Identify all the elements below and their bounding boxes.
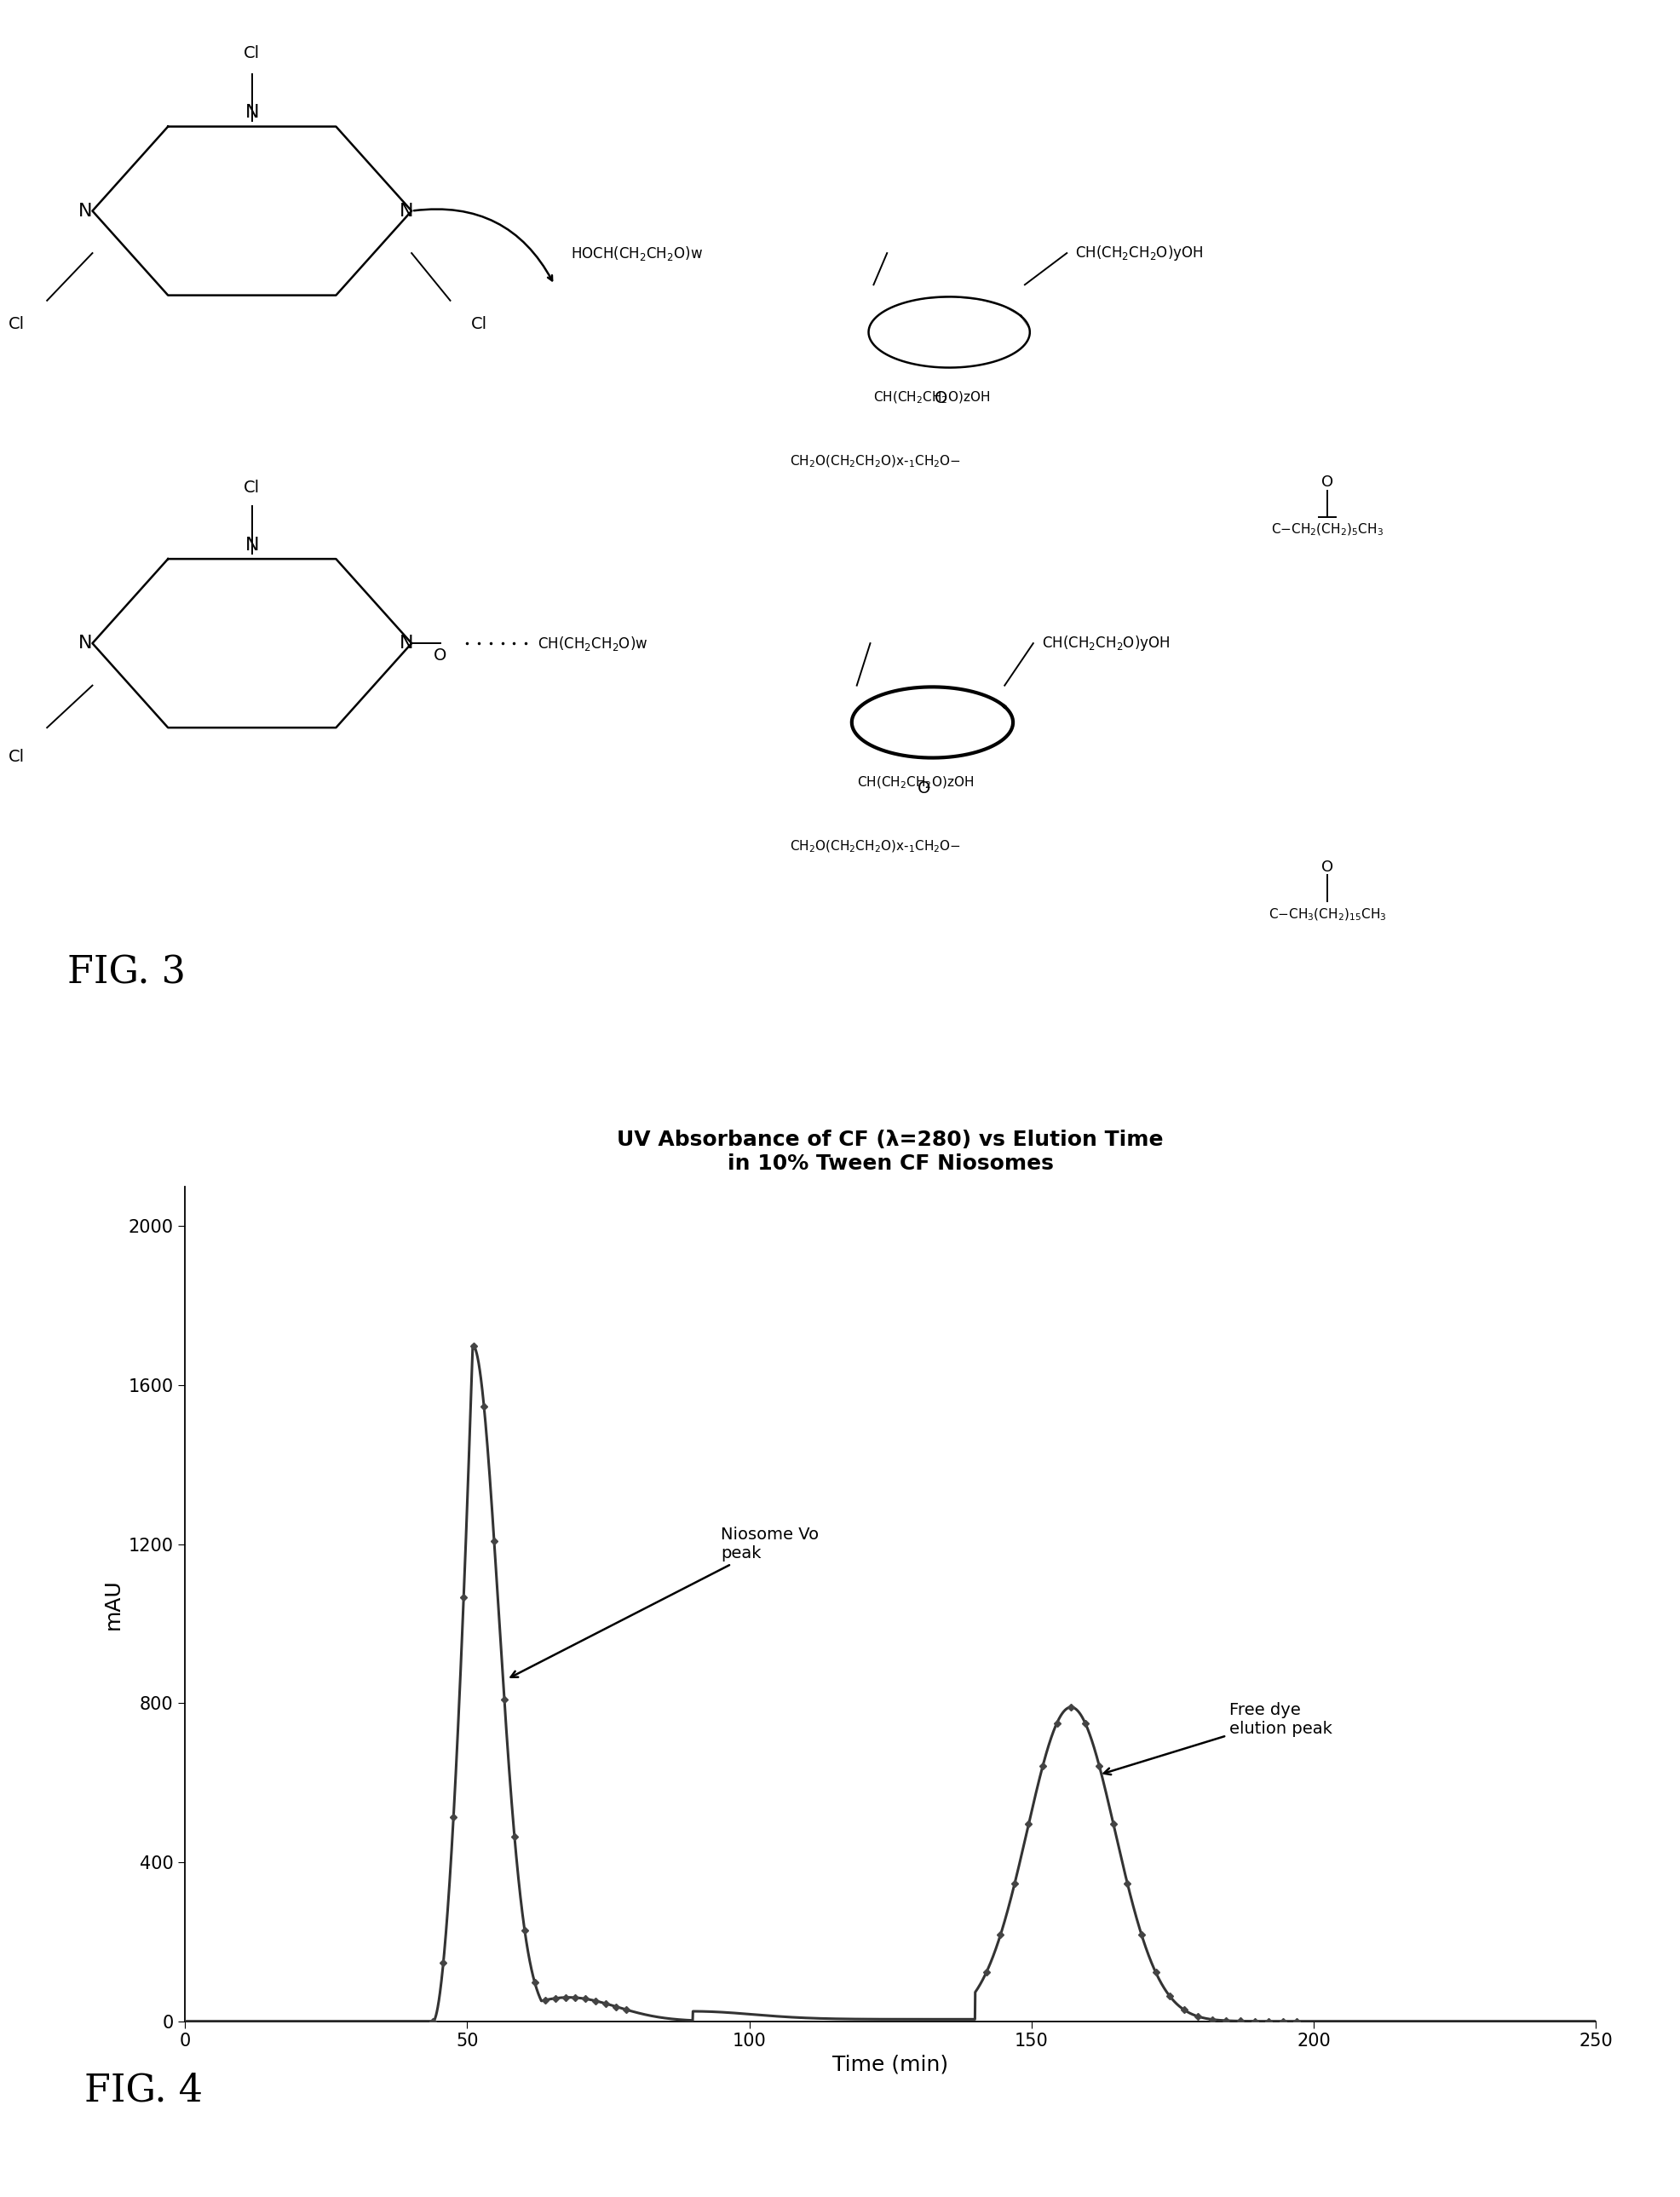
Y-axis label: mAU: mAU	[102, 1577, 124, 1630]
Text: Cl: Cl	[244, 479, 260, 497]
Text: O: O	[917, 780, 931, 798]
Text: N: N	[79, 202, 92, 220]
Text: FIG. 3: FIG. 3	[67, 953, 185, 991]
Text: CH(CH$_2$CH$_2$O)zOH: CH(CH$_2$CH$_2$O)zOH	[857, 776, 973, 791]
Text: N: N	[400, 202, 413, 220]
Text: Niosome Vo
peak: Niosome Vo peak	[511, 1527, 820, 1676]
Text: C$-$CH$_2$(CH$_2$)$_5$CH$_3$: C$-$CH$_2$(CH$_2$)$_5$CH$_3$	[1272, 523, 1383, 538]
Text: O: O	[433, 648, 447, 663]
Text: CH(CH$_2$CH$_2$O)yOH: CH(CH$_2$CH$_2$O)yOH	[1042, 635, 1169, 653]
Text: Free dye
elution peak: Free dye elution peak	[1104, 1703, 1332, 1775]
Text: Cl: Cl	[470, 316, 487, 332]
Text: C$-$CH$_3$(CH$_2$)$_{15}$CH$_3$: C$-$CH$_3$(CH$_2$)$_{15}$CH$_3$	[1268, 907, 1386, 923]
Text: N: N	[245, 536, 259, 554]
Text: HOCH(CH$_2$CH$_2$O)w: HOCH(CH$_2$CH$_2$O)w	[571, 244, 704, 261]
X-axis label: Time (min): Time (min)	[832, 2054, 949, 2074]
Text: CH(CH$_2$CH$_2$O)zOH: CH(CH$_2$CH$_2$O)zOH	[874, 391, 990, 406]
Text: O: O	[1320, 475, 1334, 490]
Text: FIG. 4: FIG. 4	[84, 2072, 202, 2109]
Text: Cl: Cl	[8, 316, 25, 332]
Text: N: N	[245, 103, 259, 121]
Text: O: O	[1320, 859, 1334, 874]
Text: CH$_2$O(CH$_2$CH$_2$O)x-$_1$CH$_2$O$-$: CH$_2$O(CH$_2$CH$_2$O)x-$_1$CH$_2$O$-$	[790, 839, 961, 855]
Text: Cl: Cl	[8, 749, 25, 765]
Title: UV Absorbance of CF (λ=280) vs Elution Time
in 10% Tween CF Niosomes: UV Absorbance of CF (λ=280) vs Elution T…	[617, 1129, 1164, 1173]
Text: CH(CH$_2$CH$_2$O)w: CH(CH$_2$CH$_2$O)w	[538, 635, 648, 653]
Text: Cl: Cl	[244, 44, 260, 62]
Text: N: N	[79, 635, 92, 653]
Text: CH$_2$O(CH$_2$CH$_2$O)x-$_1$CH$_2$O$-$: CH$_2$O(CH$_2$CH$_2$O)x-$_1$CH$_2$O$-$	[790, 453, 961, 470]
Text: CH(CH$_2$CH$_2$O)yOH: CH(CH$_2$CH$_2$O)yOH	[1075, 244, 1203, 261]
Text: O: O	[934, 391, 948, 406]
Text: N: N	[400, 635, 413, 653]
